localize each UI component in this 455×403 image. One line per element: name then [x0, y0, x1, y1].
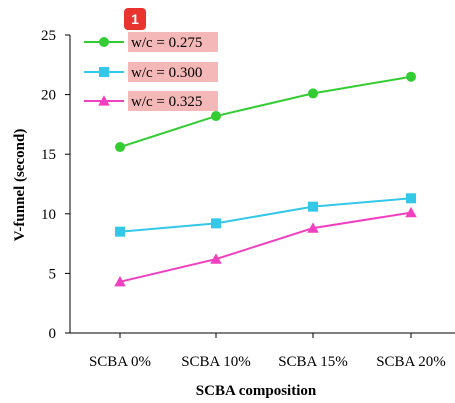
x-axis-title: SCBA composition: [196, 383, 317, 399]
series-1: [115, 71, 416, 153]
data-point: [211, 111, 221, 122]
data-point: [406, 193, 416, 204]
legend-entry-2: w/c = 0.300: [84, 62, 218, 82]
x-tick-label: SCBA 20%: [376, 354, 446, 370]
x-tick-label: SCBA 0%: [89, 354, 151, 370]
series-line: [119, 211, 412, 283]
data-point: [308, 88, 318, 99]
legend-marker: [98, 95, 110, 106]
data-point: [406, 71, 416, 82]
x-tick-label: SCBA 15%: [278, 354, 348, 370]
y-tick-label: 0: [49, 326, 57, 342]
data-point: [115, 226, 125, 237]
legend-label: w/c = 0.325: [131, 94, 202, 110]
series-line: [119, 197, 412, 233]
data-point: [307, 222, 319, 233]
y-tick-label: 15: [41, 147, 56, 163]
data-point: [308, 201, 318, 212]
data-point: [211, 218, 221, 229]
badge-number: 1: [131, 11, 139, 27]
legend-marker: [99, 67, 109, 77]
y-tick-label: 5: [49, 266, 57, 282]
data-point: [115, 142, 125, 153]
data-point: [114, 275, 126, 287]
badge-background: [124, 8, 146, 30]
y-tick-label: 25: [41, 28, 56, 44]
legend-label: w/c = 0.300: [131, 65, 202, 81]
legend-entry-3: w/c = 0.325: [84, 91, 218, 111]
legend-marker: [99, 37, 109, 47]
data-point: [405, 206, 417, 218]
legend-entry-1: w/c = 0.275: [84, 32, 218, 52]
y-tick-label: 10: [41, 207, 56, 223]
x-tick-label: SCBA 10%: [181, 354, 251, 370]
annotation-badge: 1: [124, 8, 146, 30]
legend-highlight: [128, 62, 218, 82]
legend: w/c = 0.275 w/c = 0.300 w/c = 0.325: [84, 32, 218, 111]
y-tick-label: 20: [41, 88, 56, 104]
legend-highlight: [128, 32, 218, 52]
data-point: [210, 253, 222, 264]
series-3: [114, 206, 417, 287]
axes: 0 5 10 15 20 25 SCBA 0% SCBA 10% SCBA 15% SCBA 20…: [41, 28, 455, 370]
series-2: [115, 193, 416, 237]
legend-label: w/c = 0.275: [131, 35, 202, 51]
legend-highlight: [128, 91, 218, 111]
series-layer: [114, 71, 417, 287]
y-axis-title: V-funnel (second): [12, 129, 28, 242]
series-line: [119, 75, 412, 148]
